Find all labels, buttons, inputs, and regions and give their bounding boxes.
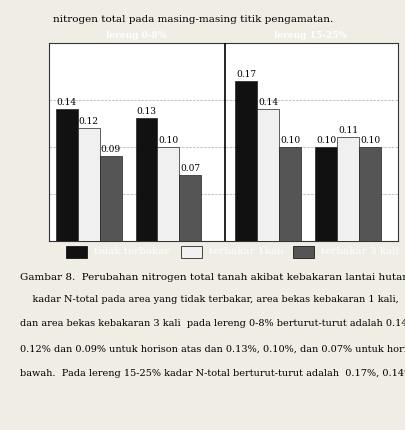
Bar [358, 147, 380, 241]
Bar [292, 246, 313, 258]
Text: 0.14: 0.14 [56, 98, 77, 107]
Bar [336, 137, 358, 241]
Bar [55, 109, 77, 241]
Text: 0.10: 0.10 [315, 136, 335, 145]
Text: tidak terbakar: tidak terbakar [94, 247, 169, 256]
Bar [279, 147, 301, 241]
Text: 0.09: 0.09 [100, 145, 120, 154]
Text: 0.10: 0.10 [158, 136, 178, 145]
Text: nitrogen total pada masing-masing titik pengamatan.: nitrogen total pada masing-masing titik … [53, 15, 332, 24]
Text: Gambar 8.  Perubahan nitrogen total tanah akibat kebakaran lantai hutan.: Gambar 8. Perubahan nitrogen total tanah… [20, 273, 405, 282]
Bar [314, 147, 336, 241]
Text: lereng 0-8%: lereng 0-8% [106, 31, 166, 40]
Bar [257, 109, 279, 241]
Text: terbakar 3 kali: terbakar 3 kali [320, 247, 398, 256]
Text: 0.07: 0.07 [180, 164, 200, 173]
Bar [99, 156, 121, 241]
Text: 0.12% dan 0.09% untuk horison atas dan 0.13%, 0.10%, dan 0.07% untuk horison: 0.12% dan 0.09% untuk horison atas dan 0… [20, 344, 405, 353]
Text: bawah.  Pada lereng 15-25% kadar N-total berturut-turut adalah  0.17%, 0.14%,: bawah. Pada lereng 15-25% kadar N-total … [20, 369, 405, 378]
Text: kadar N-total pada area yang tidak terbakar, area bekas kebakaran 1 kali,: kadar N-total pada area yang tidak terba… [20, 295, 398, 304]
Bar [77, 128, 99, 241]
Bar [66, 246, 87, 258]
Text: 0.11: 0.11 [337, 126, 357, 135]
Text: 0.17: 0.17 [236, 70, 256, 79]
Text: terbakar 1kali: terbakar 1kali [209, 247, 283, 256]
Text: 0.12: 0.12 [79, 117, 98, 126]
Text: dan area bekas kebakaran 3 kali  pada lereng 0-8% berturut-turut adalah 0.14%,: dan area bekas kebakaran 3 kali pada ler… [20, 319, 405, 329]
Text: 0.13: 0.13 [136, 108, 156, 117]
Bar [135, 118, 157, 241]
Bar [181, 246, 202, 258]
Bar [179, 175, 201, 241]
Text: 0.10: 0.10 [279, 136, 299, 145]
Bar [234, 81, 257, 241]
Text: 0.14: 0.14 [258, 98, 277, 107]
Bar [157, 147, 179, 241]
Text: 0.10: 0.10 [359, 136, 379, 145]
Text: lereng 15-25%: lereng 15-25% [273, 31, 346, 40]
